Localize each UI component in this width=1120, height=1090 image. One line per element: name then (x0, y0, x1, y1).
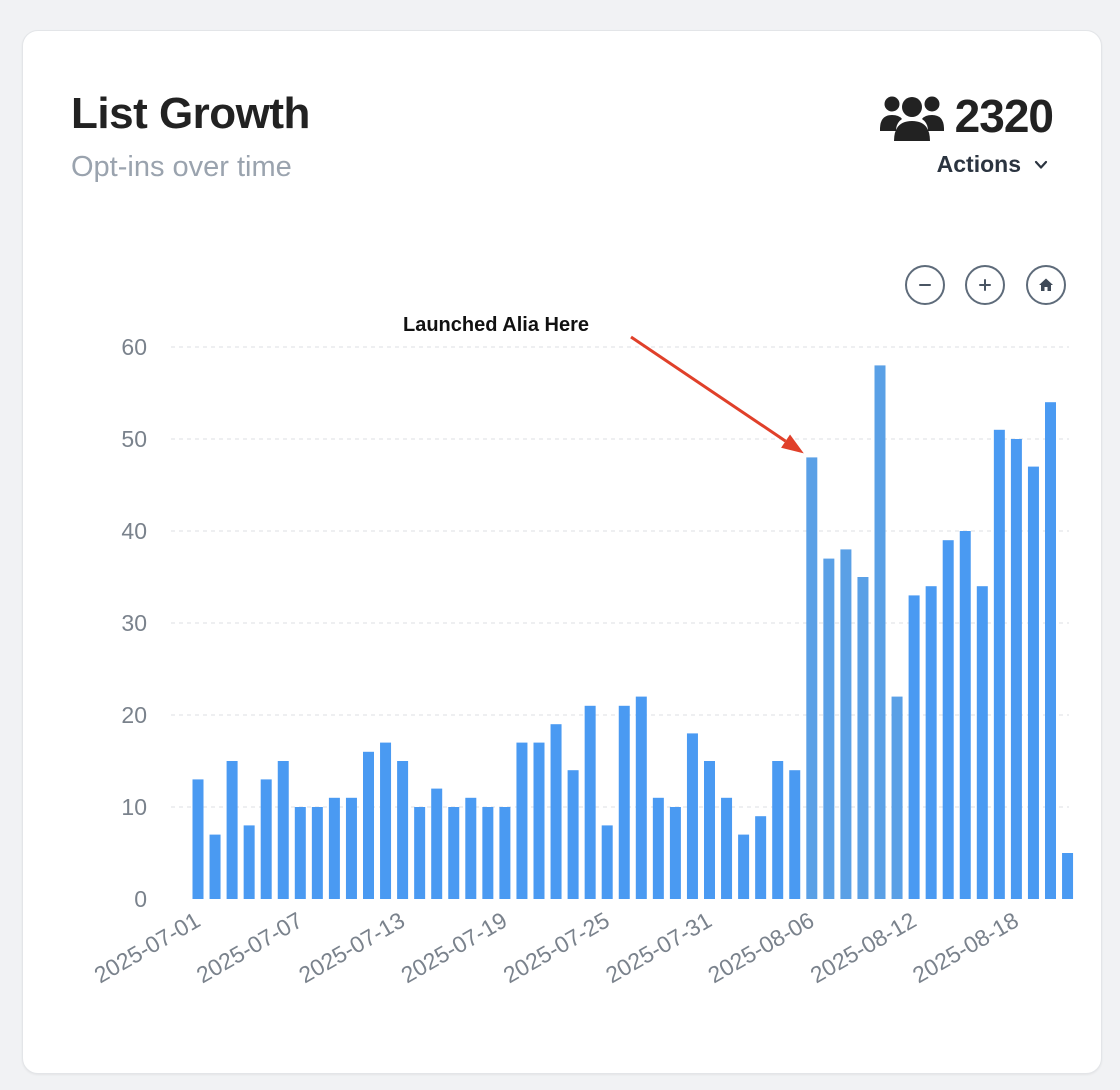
bar: 2025-07-24: 21 (584, 705, 596, 899)
list-growth-card: List Growth Opt-ins over time 2320 Actio… (22, 30, 1102, 1074)
bar: 2025-07-23: 14 (567, 770, 579, 899)
reset-zoom-button[interactable] (1026, 265, 1066, 305)
x-tick-label: 2025-07-01 (90, 907, 205, 988)
bar: 2025-08-13: 34 (925, 586, 937, 899)
annotation-arrow-line (630, 335, 787, 443)
bar: 2025-08-19: 47 (1027, 466, 1039, 899)
bar: 2025-07-20: 17 (516, 742, 528, 899)
bar: 2025-08-16: 34 (976, 586, 988, 899)
bar: 2025-07-21: 17 (533, 742, 545, 899)
y-tick-label: 20 (121, 702, 147, 728)
bar: 2025-07-05: 13 (260, 779, 272, 899)
bar: 2025-08-04: 15 (772, 761, 784, 899)
zoom-out-button[interactable] (905, 265, 945, 305)
bar: 2025-07-11: 16 (363, 751, 374, 899)
subscriber-count: 2320 (954, 90, 1054, 142)
bar: 2025-07-19: 10 (499, 807, 511, 899)
annotation-label: Launched Alia Here (403, 314, 589, 336)
bar: 2025-08-17: 51 (993, 429, 1005, 899)
bar: 2025-07-28: 11 (652, 797, 664, 899)
bar: 2025-07-15: 12 (431, 788, 443, 899)
bar: 2025-08-06: 48 (806, 457, 818, 899)
subscriber-metric: 2320 (879, 89, 1054, 143)
bar: 2025-07-31: 15 (704, 761, 715, 899)
bar: 2025-07-07: 10 (294, 807, 306, 899)
bar: 2025-08-21: 5 (1062, 853, 1074, 899)
y-tick-label: 30 (121, 610, 147, 636)
annotation-arrow-head (781, 434, 804, 454)
bar: 2025-07-25: 8 (601, 825, 613, 899)
chevron-down-icon (1034, 160, 1048, 169)
x-tick-label: 2025-07-13 (294, 907, 409, 988)
x-tick-label: 2025-07-19 (397, 907, 512, 988)
bar: 2025-07-12: 17 (380, 742, 392, 899)
y-tick-label: 10 (121, 794, 147, 820)
bar: 2025-08-08: 38 (840, 549, 852, 899)
bar: 2025-08-12: 33 (908, 595, 920, 899)
bar: 2025-07-14: 10 (414, 807, 426, 899)
bar: 2025-07-18: 10 (482, 807, 494, 899)
card-subtitle: Opt-ins over time (71, 151, 292, 183)
bar: 2025-07-01: 13 (192, 779, 204, 899)
bar: 2025-08-03: 9 (755, 816, 767, 899)
bar: 2025-07-02: 7 (209, 834, 221, 899)
users-icon (879, 96, 944, 141)
bar: 2025-08-01: 11 (721, 797, 733, 899)
bar: 2025-07-30: 18 (686, 733, 698, 899)
bar: 2025-07-26: 21 (618, 705, 630, 899)
bar: 2025-08-09: 35 (857, 577, 869, 899)
y-tick-label: 40 (121, 518, 147, 544)
x-tick-label: 2025-07-07 (192, 907, 307, 988)
bar: 2025-07-04: 8 (243, 825, 255, 899)
bar: 2025-08-14: 39 (942, 540, 954, 899)
x-tick-label: 2025-08-06 (703, 907, 818, 988)
bar: 2025-08-20: 54 (1045, 402, 1056, 899)
bar: 2025-07-09: 11 (328, 797, 340, 899)
x-tick-label: 2025-08-12 (806, 907, 921, 988)
bar: 2025-07-29: 10 (669, 807, 681, 899)
bar: 2025-08-10: 58 (874, 365, 886, 899)
y-tick-label: 50 (121, 426, 147, 452)
bar: 2025-08-05: 14 (789, 770, 801, 899)
x-tick-label: 2025-07-25 (499, 907, 614, 988)
list-growth-chart: 0 10 20 30 40 50 60 2025-07-01: 13 2025-07-02: 7… (90, 314, 1074, 988)
actions-label: Actions (936, 151, 1021, 177)
bar: 2025-07-16: 10 (448, 807, 460, 899)
y-tick-label: 60 (121, 334, 147, 360)
bar: 2025-08-18: 50 (1010, 439, 1022, 899)
bar: 2025-08-11: 22 (891, 696, 903, 899)
home-icon (1039, 278, 1053, 291)
bar: 2025-07-22: 19 (550, 724, 562, 899)
bar: 2025-07-03: 15 (226, 761, 238, 899)
bar: 2025-07-13: 15 (397, 761, 409, 899)
bar: 2025-07-10: 11 (345, 797, 357, 899)
y-tick-label: 0 (134, 886, 147, 912)
bar: 2025-08-15: 40 (959, 531, 971, 899)
x-tick-label: 2025-08-18 (908, 907, 1023, 988)
actions-dropdown[interactable]: Actions (937, 151, 1049, 178)
plus-icon (979, 279, 991, 291)
bar: 2025-07-27: 22 (635, 696, 647, 899)
bar: 2025-07-06: 15 (277, 761, 289, 899)
bar: 2025-08-02: 7 (738, 834, 750, 899)
x-tick-label: 2025-07-31 (601, 907, 716, 988)
card-title: List Growth (71, 89, 310, 138)
bar: 2025-07-17: 11 (465, 797, 477, 899)
minus-icon (919, 284, 931, 286)
zoom-in-button[interactable] (965, 265, 1005, 305)
bar: 2025-07-08: 10 (311, 807, 323, 899)
bar: 2025-08-07: 37 (823, 558, 835, 899)
